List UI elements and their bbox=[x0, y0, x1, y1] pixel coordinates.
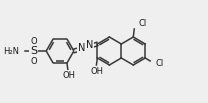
Text: O: O bbox=[30, 57, 37, 66]
Text: S: S bbox=[30, 46, 37, 56]
Text: N: N bbox=[78, 43, 85, 53]
Text: Cl: Cl bbox=[138, 19, 146, 28]
Text: OH: OH bbox=[91, 67, 104, 75]
Text: Cl: Cl bbox=[155, 59, 163, 67]
Text: O: O bbox=[30, 36, 37, 46]
Text: N: N bbox=[86, 40, 93, 50]
Text: OH: OH bbox=[62, 71, 76, 80]
Text: H₂N: H₂N bbox=[4, 46, 20, 56]
